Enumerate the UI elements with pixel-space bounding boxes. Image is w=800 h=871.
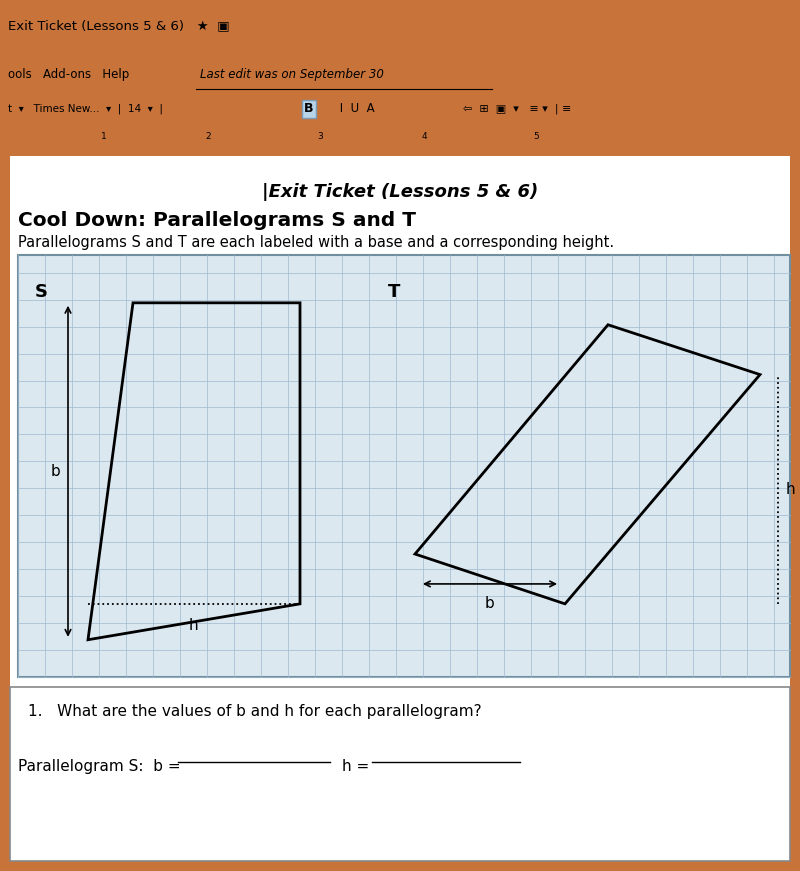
Text: S: S <box>35 283 48 300</box>
Text: t  ▾   Times New...  ▾  |  14  ▾  |: t ▾ Times New... ▾ | 14 ▾ | <box>8 104 163 114</box>
Text: 5: 5 <box>533 132 539 141</box>
Text: ools   Add-ons   Help: ools Add-ons Help <box>8 68 130 80</box>
Text: Parallelograms S and T are each labeled with a base and a corresponding height.: Parallelograms S and T are each labeled … <box>18 235 614 250</box>
FancyBboxPatch shape <box>10 686 790 861</box>
Text: h: h <box>786 482 796 496</box>
Text: I  U  A: I U A <box>336 103 374 115</box>
Text: 4: 4 <box>421 132 427 141</box>
Text: 2: 2 <box>205 132 211 141</box>
Text: b: b <box>51 463 61 479</box>
Text: b: b <box>485 596 495 611</box>
Text: h =: h = <box>342 760 374 774</box>
Text: Cool Down: Parallelograms S and T: Cool Down: Parallelograms S and T <box>18 211 416 230</box>
Text: Parallelogram S:  b =: Parallelogram S: b = <box>18 760 186 774</box>
FancyBboxPatch shape <box>18 255 790 677</box>
Text: T: T <box>388 283 400 300</box>
Text: 1.   What are the values of b and h for each parallelogram?: 1. What are the values of b and h for ea… <box>28 704 482 719</box>
Text: |Exit Ticket (Lessons 5 & 6): |Exit Ticket (Lessons 5 & 6) <box>262 183 538 201</box>
Text: ⇦  ⊞  ▣  ▾   ≡ ▾  | ≡: ⇦ ⊞ ▣ ▾ ≡ ▾ | ≡ <box>456 104 571 114</box>
FancyBboxPatch shape <box>10 156 790 861</box>
Text: 1: 1 <box>101 132 107 141</box>
Text: h: h <box>188 618 198 633</box>
Text: B: B <box>304 103 314 115</box>
Text: Last edit was on September 30: Last edit was on September 30 <box>200 68 384 80</box>
Text: Exit Ticket (Lessons 5 & 6)   ★  ▣: Exit Ticket (Lessons 5 & 6) ★ ▣ <box>8 19 230 32</box>
Text: 3: 3 <box>317 132 323 141</box>
